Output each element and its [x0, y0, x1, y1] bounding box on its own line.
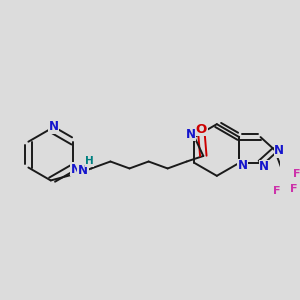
Text: N: N [259, 160, 269, 173]
Text: H: H [85, 156, 94, 166]
Text: N: N [274, 144, 284, 158]
Text: N: N [49, 120, 58, 134]
Text: F: F [290, 184, 297, 194]
Text: O: O [196, 123, 207, 136]
Text: N: N [71, 163, 81, 176]
Text: F: F [273, 186, 280, 196]
Text: N: N [78, 164, 88, 177]
Text: N: N [186, 128, 196, 141]
Text: N: N [238, 159, 248, 172]
Text: F: F [293, 169, 300, 179]
